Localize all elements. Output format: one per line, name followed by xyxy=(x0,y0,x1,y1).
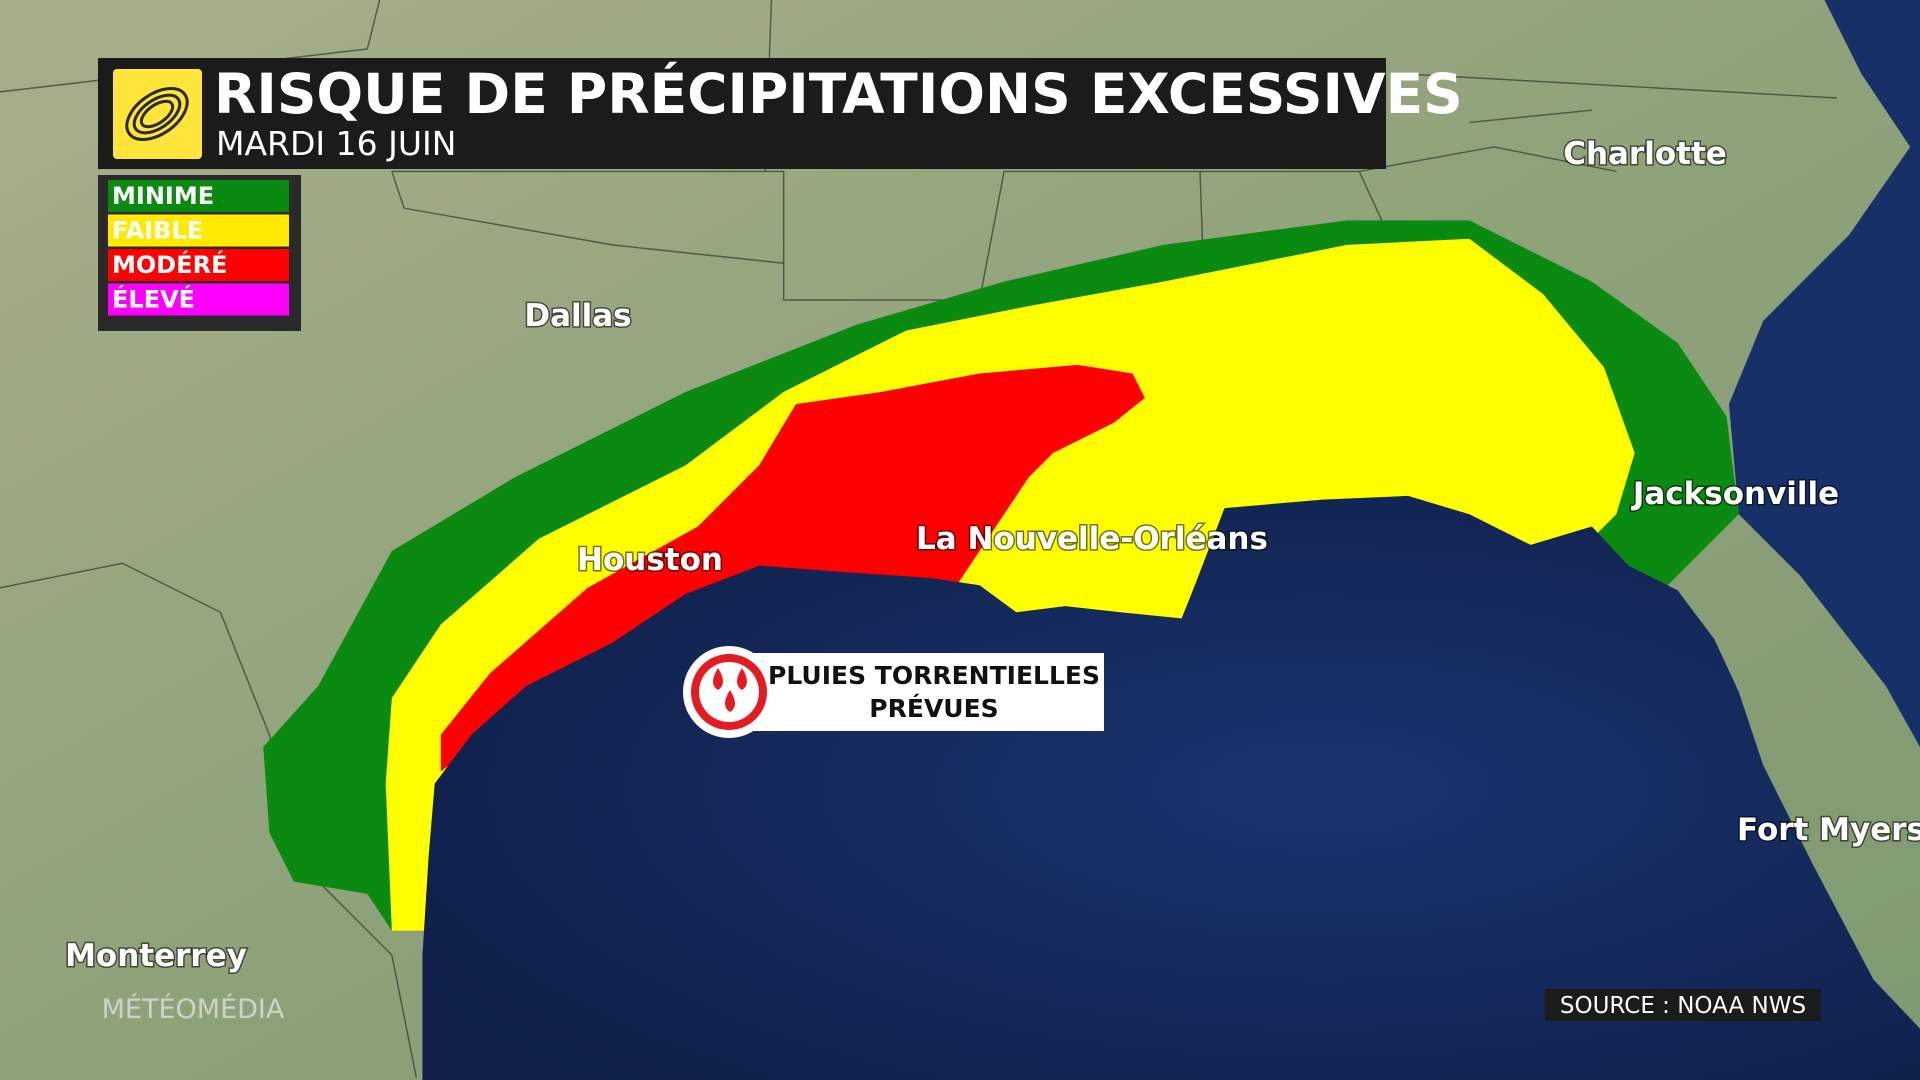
title-banner: RISQUE DE PRÉCIPITATIONS EXCESSIVES MARD… xyxy=(98,58,1463,169)
legend-swatch xyxy=(108,249,289,281)
city-label: Houston xyxy=(577,542,723,578)
city-label: Fort Myers xyxy=(1737,812,1920,848)
city-label: Dallas xyxy=(524,298,631,334)
callout-line: PRÉVUES xyxy=(869,694,998,723)
legend-label: FAIBLE xyxy=(112,217,203,245)
city-labels: Charlotte Dallas Houston La Nouvelle-Orléan… xyxy=(64,135,1920,976)
source: SOURCE : NOAA NWS xyxy=(1560,993,1806,1019)
title-background xyxy=(98,58,1386,169)
city-label: La Nouvelle-Orléans xyxy=(916,521,1268,557)
risk-low-area xyxy=(385,238,1635,931)
gulf-of-mexico xyxy=(422,495,1920,1080)
subtitle: MARDI 16 JUIN xyxy=(216,124,456,163)
city-label: Monterrey xyxy=(65,938,247,974)
logo-swirl xyxy=(125,87,189,141)
legend-label: MODÉRÉ xyxy=(112,250,227,279)
city-label: Jacksonville xyxy=(1631,476,1839,512)
callout-box xyxy=(735,653,1104,731)
rain-drops xyxy=(713,668,747,712)
legend-swatch xyxy=(108,180,289,212)
callout-line: PLUIES TORRENTIELLES xyxy=(768,661,1100,690)
source-background xyxy=(1545,989,1821,1021)
legend-label: ÉLEVÉ xyxy=(112,285,195,314)
legend-label: MINIME xyxy=(112,182,214,210)
atlantic-ocean xyxy=(1728,0,1920,747)
logo xyxy=(113,69,202,159)
watermark: MÉTÉOMÉDIA xyxy=(102,993,285,1025)
city-label: Charlotte xyxy=(1563,136,1727,172)
legend-swatch xyxy=(108,214,289,247)
callout: PLUIES TORRENTIELLES PRÉVUES xyxy=(683,646,1104,738)
title: RISQUE DE PRÉCIPITATIONS EXCESSIVES xyxy=(214,61,1463,126)
legend-swatch xyxy=(108,283,289,316)
legend: MINIME FAIBLE MODÉRÉ ÉLEVÉ xyxy=(98,175,301,331)
